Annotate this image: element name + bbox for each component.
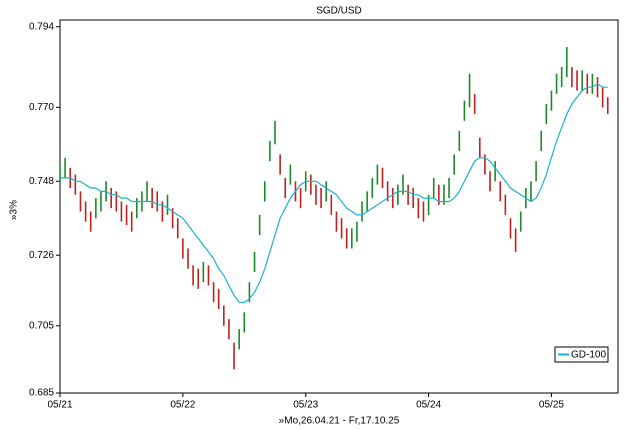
y-axis-label: »3%: [9, 200, 20, 220]
x-tick-label: 05/22: [170, 400, 195, 411]
chart-title: SGD/USD: [316, 6, 362, 17]
x-tick-label: 05/21: [47, 400, 72, 411]
x-tick-label: 05/23: [293, 400, 318, 411]
legend-label: GD-100: [571, 350, 606, 361]
legend-box: [554, 346, 609, 363]
y-tick-label: 0.748: [29, 176, 54, 187]
plot-frame: [59, 19, 619, 394]
y-tick-label: 0.726: [29, 250, 54, 261]
x-tick-label: 05/25: [539, 400, 564, 411]
y-tick-label: 0.770: [29, 102, 54, 113]
x-tick-label: 05/24: [416, 400, 441, 411]
x-axis-label: »Mo,26.04.21 - Fr,17.10.25: [279, 416, 400, 427]
y-tick-label: 0.685: [29, 388, 54, 399]
moving-average-line: [60, 83, 608, 303]
y-tick-label: 0.794: [29, 21, 54, 32]
y-tick-label: 0.705: [29, 320, 54, 331]
